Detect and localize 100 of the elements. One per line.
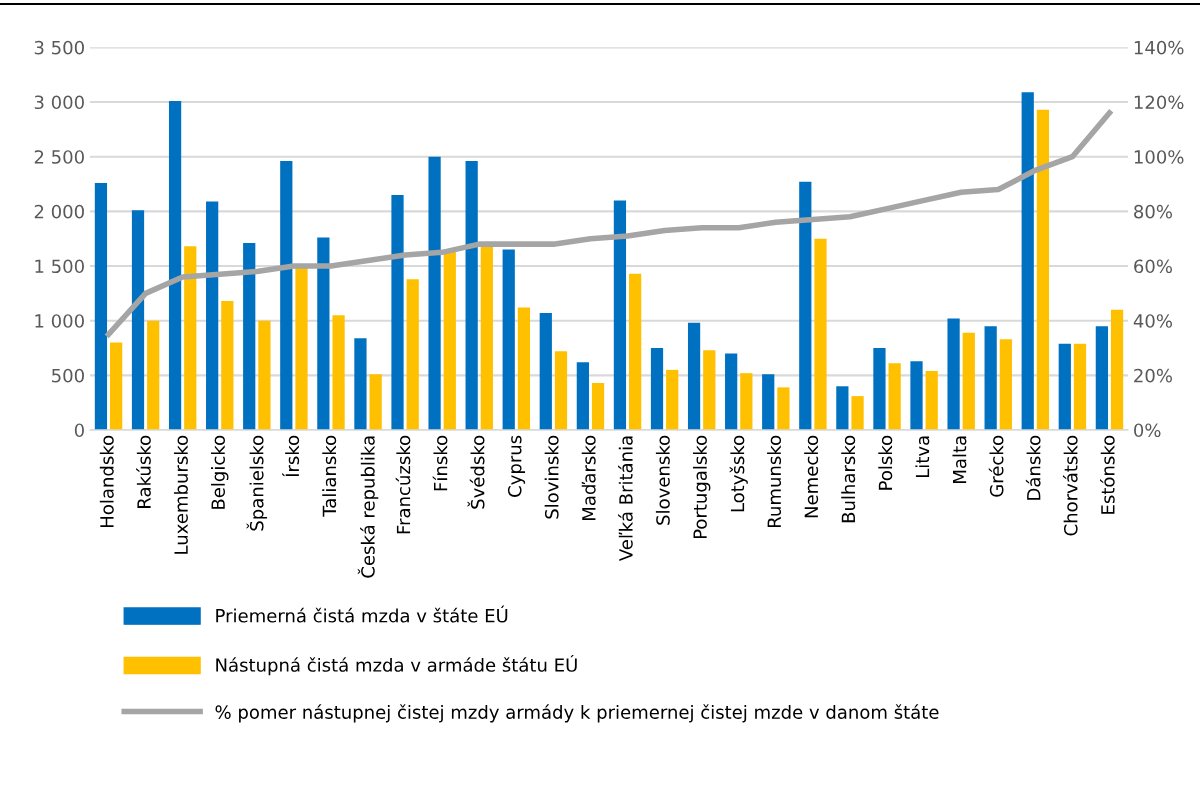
bar: [910, 361, 923, 430]
bar: [1095, 326, 1108, 430]
x-tick-label: Portugalsko: [692, 435, 711, 539]
bar: [873, 348, 886, 430]
bar: [650, 348, 664, 430]
x-tick-label: Chorvátsko: [1062, 435, 1078, 536]
y2-tick-label: 100%: [1134, 150, 1184, 164]
bar: [762, 374, 775, 430]
y-tick-label: 1 000: [35, 314, 84, 328]
bar: [1021, 92, 1034, 430]
bar: [554, 351, 568, 430]
bar: [613, 200, 627, 430]
x-tick-label: Belgicko: [211, 435, 229, 509]
bar: [591, 382, 605, 430]
bar: [168, 100, 182, 430]
bar: [332, 315, 345, 430]
x-tick-label: Slovinsko: [544, 435, 559, 519]
x-tick-label: Bulharsko: [841, 435, 856, 523]
y-tick-label: 3 500: [34, 40, 84, 55]
bar: [391, 194, 404, 430]
bar: [925, 370, 938, 430]
x-tick-label: Česká republika: [357, 436, 379, 578]
bar: [777, 387, 790, 430]
y-tick-label: 3 000: [34, 95, 84, 110]
bar: [184, 246, 197, 430]
bar: [576, 362, 589, 430]
x-tick-label: Grécko: [988, 435, 1004, 497]
bar: [836, 386, 849, 430]
x-tick-label: Polsko: [878, 435, 893, 490]
y-tick-label: 1 500: [35, 259, 84, 274]
bar: [799, 181, 812, 430]
bar: [110, 342, 123, 430]
bar: [740, 373, 753, 430]
bar: [629, 273, 642, 430]
x-tick-label: Estónsko: [1100, 435, 1115, 514]
bar: [406, 279, 419, 430]
y2-tick-label: 120%: [1134, 95, 1184, 110]
bar: [94, 182, 108, 430]
bar: [999, 339, 1012, 430]
bar: [851, 396, 864, 430]
bar: [280, 161, 293, 430]
bar: [947, 318, 960, 430]
legend-label: % pomer nástupnej čistej mzdy armády k priemernej čistej mzde v danom štáte: [215, 704, 939, 723]
y-tick-label: 2 500: [34, 150, 84, 164]
x-tick-label: Dánsko: [1025, 435, 1041, 500]
y2-tick-label: 0%: [1134, 423, 1161, 438]
bar: [703, 350, 716, 430]
bar: [666, 369, 679, 430]
x-tick-label: Fínsko: [432, 435, 448, 491]
bar: [888, 363, 901, 430]
bar: [428, 156, 441, 430]
x-tick-label: Holandsko: [99, 435, 114, 527]
x-tick-label: Rakúsko: [136, 435, 151, 508]
y-tick-label: 0: [74, 423, 84, 438]
bar: [1110, 309, 1124, 430]
x-tick-label: Lotyšsko: [729, 435, 748, 512]
bar: [1058, 343, 1071, 430]
y2-tick-label: 40%: [1133, 314, 1172, 328]
x-tick-label: Malta: [952, 436, 967, 483]
bar: [206, 201, 219, 430]
bar: [295, 266, 308, 430]
x-tick-label: Slovensko: [655, 435, 670, 525]
x-tick-label: Írsko: [282, 435, 300, 477]
y2-tick-label: 20%: [1134, 368, 1172, 383]
bar: [502, 249, 515, 430]
y2-tick-label: 140%: [1134, 40, 1184, 55]
legend-label: Nástupná čistá mzda v armáde štátu EÚ: [216, 654, 577, 676]
x-tick-label: Švédsko: [467, 435, 485, 509]
bar: [687, 322, 701, 430]
x-tick-label: Maďarsko: [581, 435, 596, 520]
bar: [317, 237, 330, 430]
bar: [725, 353, 738, 430]
bar: [147, 320, 160, 430]
bar: [243, 243, 256, 430]
y2-tick-label: 60%: [1134, 259, 1172, 274]
x-tick-label: Litva: [915, 436, 930, 477]
x-tick-label: Cyprus: [507, 435, 526, 497]
x-tick-label: Veľká Británia: [618, 436, 633, 561]
x-tick-label: Luxembursko: [173, 435, 188, 554]
bar: [258, 320, 271, 430]
bar: [354, 338, 367, 430]
bar: [443, 250, 456, 430]
x-tick-label: Taliansko: [322, 435, 337, 517]
bar: [814, 238, 827, 430]
x-tick-label: Francúzsko: [395, 435, 411, 534]
bar: [480, 246, 493, 430]
y2-tick-label: 80%: [1134, 204, 1172, 219]
y-tick-label: 2 000: [34, 204, 84, 219]
bar: [962, 332, 975, 430]
bar: [369, 374, 382, 430]
bar: [517, 307, 531, 430]
bar: [984, 326, 997, 430]
bar: [465, 161, 478, 430]
y-tick-label: 500: [52, 368, 84, 383]
bar: [221, 300, 234, 430]
bar: [131, 210, 145, 430]
x-tick-label: Nemecko: [804, 435, 819, 518]
bar: [1073, 343, 1087, 430]
x-tick-label: Rumunsko: [767, 435, 782, 527]
x-tick-label: Španielsko: [246, 435, 268, 531]
